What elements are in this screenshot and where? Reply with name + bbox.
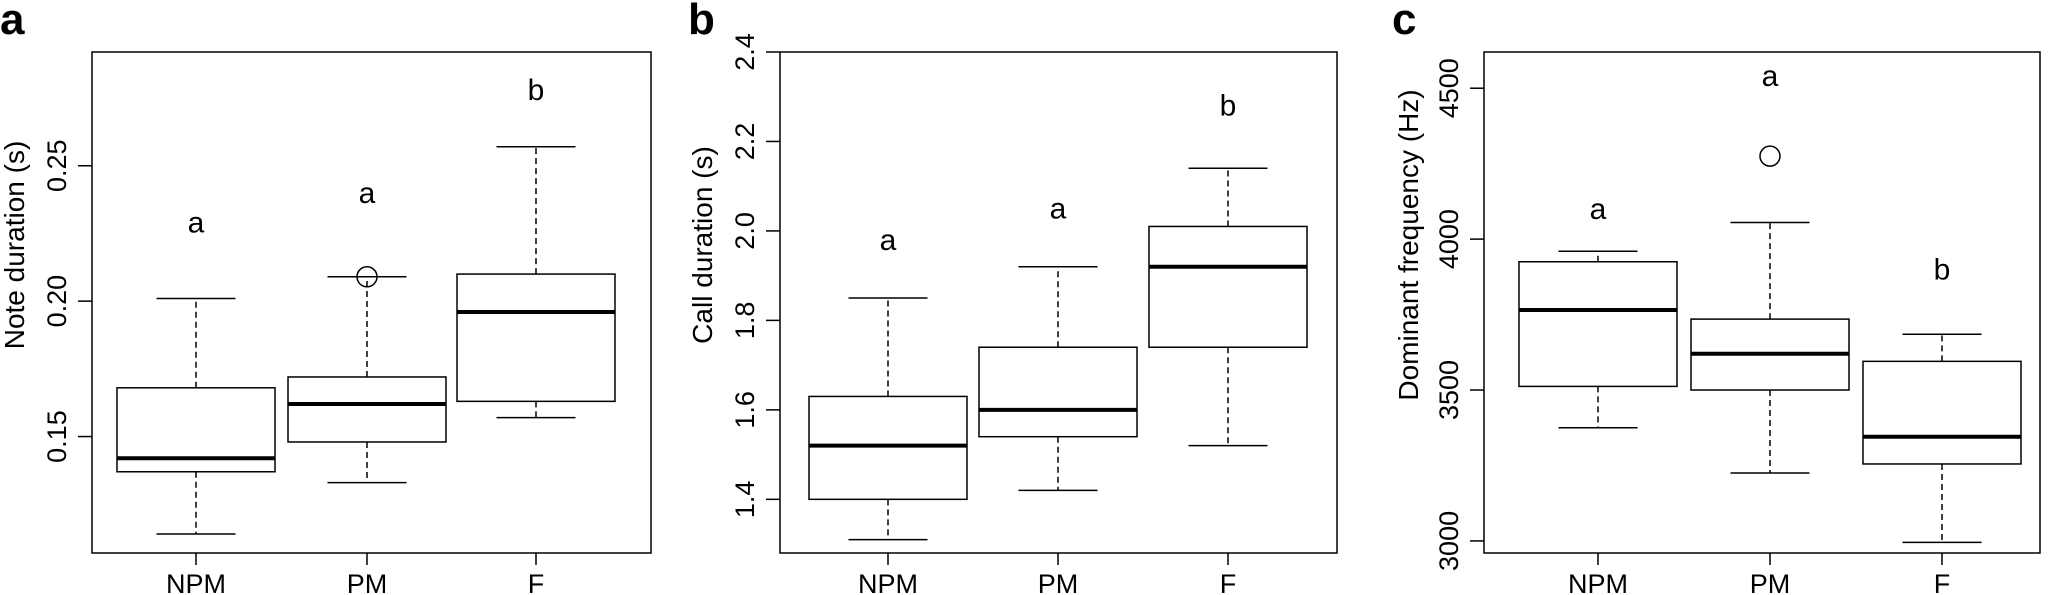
x-tick-label: NPM: [858, 569, 918, 595]
x-tick-label: F: [1934, 569, 1951, 595]
iqr-box: [1148, 225, 1308, 348]
box-pm: [1690, 145, 1850, 474]
y-axis-label: Call duration (s): [687, 146, 718, 344]
iqr-box: [1518, 261, 1678, 388]
y-tick-label: 3500: [1434, 360, 1464, 420]
significance-letter: a: [1762, 60, 1779, 93]
y-tick-label: 1.4: [730, 481, 760, 519]
panel-label: a: [0, 0, 25, 44]
box-npm: [1518, 250, 1678, 429]
y-tick-label: 0.20: [42, 275, 72, 328]
panel-label: b: [688, 0, 715, 44]
y-tick-label: 4500: [1434, 58, 1464, 118]
box-f: [1148, 167, 1308, 447]
box-f: [1862, 333, 2022, 544]
x-tick-label: NPM: [166, 569, 226, 595]
box-f: [456, 146, 616, 419]
iqr-box: [978, 346, 1138, 438]
iqr-box: [1862, 360, 2022, 465]
y-tick-label: 2.0: [730, 212, 760, 250]
y-tick-label: 0.25: [42, 139, 72, 192]
significance-letter: a: [188, 207, 205, 240]
significance-letter: a: [1050, 193, 1067, 226]
significance-letter: a: [1590, 193, 1607, 226]
outlier-point: [356, 266, 378, 288]
x-tick-label: PM: [347, 569, 388, 595]
panel-c: c Dominant frequency (Hz) 3000 3500 4000 45…: [1392, 0, 2041, 595]
significance-letter: b: [1934, 253, 1951, 286]
y-tick-label: 2.2: [730, 123, 760, 161]
panel-label: c: [1392, 0, 1416, 44]
y-tick-label: 1.6: [730, 391, 760, 429]
x-tick-label: PM: [1038, 569, 1079, 595]
plot-frame: [1483, 51, 2041, 554]
panel-a: a Note duration (s) 0.15 0.20 0.25 NPM PM Fa a…: [0, 0, 652, 595]
plot-frame: [91, 51, 652, 554]
significance-letter: b: [528, 74, 545, 107]
x-tick-label: PM: [1750, 569, 1791, 595]
iqr-box: [287, 376, 447, 443]
significance-letter: b: [1220, 90, 1237, 123]
box-npm: [116, 297, 276, 535]
y-tick-label: 2.4: [730, 33, 760, 71]
significance-letter: a: [359, 177, 376, 210]
panel-b: b Call duration (s) 1.4 1.6 1.8 2.0 2.2 2.4 NP…: [687, 0, 1338, 595]
iqr-box: [456, 273, 616, 403]
outlier-point: [1759, 145, 1781, 167]
box-pm: [287, 266, 447, 484]
y-axis-label: Dominant frequency (Hz): [1393, 89, 1424, 400]
y-tick-label: 4000: [1434, 209, 1464, 269]
significance-letter: a: [880, 224, 897, 257]
box-npm: [808, 297, 968, 541]
x-tick-label: F: [528, 569, 545, 595]
y-tick-label: 3000: [1434, 511, 1464, 571]
box-pm: [978, 265, 1138, 492]
y-tick-label: 0.15: [42, 410, 72, 463]
x-tick-label: NPM: [1568, 569, 1628, 595]
x-tick-label: F: [1220, 569, 1237, 595]
y-tick-label: 1.8: [730, 302, 760, 340]
y-axis-label: Note duration (s): [0, 141, 30, 350]
iqr-box: [808, 395, 968, 501]
